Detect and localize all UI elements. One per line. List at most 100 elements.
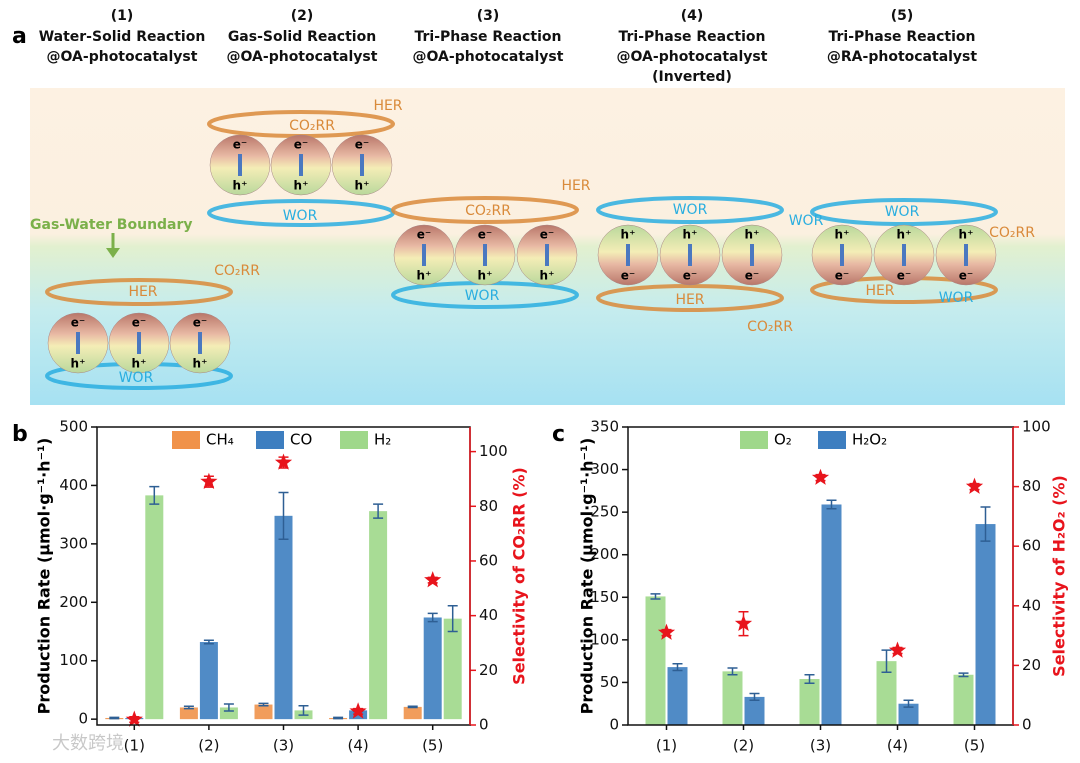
- column-number: (4): [681, 8, 704, 24]
- reaction-label: CO₂RR: [214, 263, 260, 279]
- x-tick-label: (5): [422, 737, 443, 755]
- x-tick-label: (3): [273, 737, 294, 755]
- reaction-label: WOR: [673, 202, 708, 218]
- error-bar: [333, 716, 344, 720]
- bar: [403, 706, 422, 720]
- legend-label: O₂: [774, 431, 792, 449]
- reaction-loop: [810, 198, 998, 226]
- boundary-arrow-head: [106, 248, 120, 258]
- error-bar: [109, 716, 120, 720]
- y2-axis-label: Selectivity of CO₂RR (%): [510, 467, 529, 685]
- y2-tick-label: 60: [1022, 537, 1041, 555]
- legend-label: CO: [290, 431, 312, 449]
- error-bar: [223, 703, 234, 712]
- charge-label: e⁻: [294, 138, 308, 152]
- reaction-label: CO₂RR: [289, 118, 335, 134]
- column-subtitle: @RA-photocatalyst: [827, 49, 977, 65]
- reaction-label: WOR: [465, 288, 500, 304]
- reaction-label: CO₂RR: [465, 203, 511, 219]
- reaction-loop: [391, 196, 579, 224]
- bar: [423, 617, 442, 720]
- error-bar: [203, 475, 214, 488]
- error-bar: [804, 674, 815, 685]
- charge-label: e⁻: [835, 269, 849, 283]
- error-bar: [881, 649, 892, 673]
- bar: [975, 524, 996, 725]
- charge-label: e⁻: [621, 269, 635, 283]
- column-subtitle: @OA-photocatalyst: [617, 49, 768, 65]
- y-tick-label: 100: [59, 651, 88, 669]
- error-bar: [427, 612, 438, 623]
- charge-label: h⁺: [683, 228, 698, 242]
- y-axis-label: Production Rate (μmol·g⁻¹·h⁻¹): [578, 438, 597, 715]
- error-bar: [892, 646, 903, 655]
- charge-label: h⁺: [193, 357, 208, 371]
- legend-swatch: [340, 431, 368, 449]
- bar: [219, 707, 238, 720]
- bar: [876, 661, 897, 725]
- column-number: (3): [477, 8, 500, 24]
- error-bar: [407, 705, 418, 709]
- column-subtitle: @OA-photocatalyst: [47, 49, 198, 65]
- y-tick-label: 150: [590, 588, 619, 606]
- bar: [667, 667, 688, 725]
- bar: [254, 704, 273, 720]
- legend-label: CH₄: [206, 431, 234, 449]
- bar: [199, 642, 218, 720]
- y-tick-label: 50: [600, 673, 619, 691]
- reaction-label: CO₂RR: [989, 225, 1035, 241]
- reaction-label: CO₂RR: [747, 319, 793, 335]
- y2-tick-label: 100: [1022, 418, 1051, 436]
- error-bar: [958, 672, 969, 678]
- reaction-label: HER: [128, 284, 157, 300]
- charge-label: e⁻: [745, 269, 759, 283]
- charge-label: h⁺: [835, 228, 850, 242]
- reaction-label: WOR: [283, 208, 318, 224]
- y-tick-label: 0: [609, 716, 619, 734]
- reaction-label: HER: [865, 283, 894, 299]
- bar: [145, 495, 164, 720]
- y-tick-label: 0: [78, 710, 88, 728]
- charge-label: h⁺: [621, 228, 636, 242]
- error-bar: [969, 482, 980, 491]
- bar: [274, 515, 293, 720]
- reaction-loop: [45, 278, 233, 306]
- bar: [898, 703, 919, 725]
- legend-label: H₂: [374, 431, 391, 449]
- charge-label: e⁻: [959, 269, 973, 283]
- bar: [799, 679, 820, 725]
- column-number: (2): [291, 8, 314, 24]
- panel-label: a: [12, 24, 27, 49]
- y2-tick-label: 80: [479, 497, 498, 515]
- error-bar: [278, 491, 289, 540]
- y-tick-label: 350: [590, 418, 619, 436]
- y-tick-label: 300: [59, 534, 88, 552]
- column-title: Tri-Phase Reaction: [415, 29, 562, 45]
- y2-tick-label: 20: [479, 661, 498, 679]
- error-bar: [815, 473, 826, 482]
- error-bar: [149, 485, 160, 505]
- column-title: Tri-Phase Reaction: [829, 29, 976, 45]
- column-title: Gas-Solid Reaction: [228, 29, 376, 45]
- y-tick-label: 500: [59, 418, 88, 436]
- charge-label: e⁻: [193, 316, 207, 330]
- error-bar: [447, 605, 458, 633]
- bar: [821, 504, 842, 725]
- error-bar: [129, 716, 140, 724]
- x-tick-label: (4): [347, 737, 368, 755]
- error-bar: [258, 702, 269, 707]
- reaction-label: WOR: [789, 213, 824, 229]
- reaction-label: HER: [675, 292, 704, 308]
- column-number: (1): [111, 8, 134, 24]
- charge-label: h⁺: [294, 179, 309, 193]
- error-bar: [727, 667, 738, 676]
- error-bar: [672, 662, 683, 672]
- reaction-label: WOR: [119, 370, 154, 386]
- x-tick-label: (5): [964, 737, 985, 755]
- panel-label: c: [552, 422, 565, 447]
- reaction-label: WOR: [885, 204, 920, 220]
- x-tick-label: (3): [810, 737, 831, 755]
- column-title: Water-Solid Reaction: [39, 29, 206, 45]
- x-tick-label: (4): [887, 737, 908, 755]
